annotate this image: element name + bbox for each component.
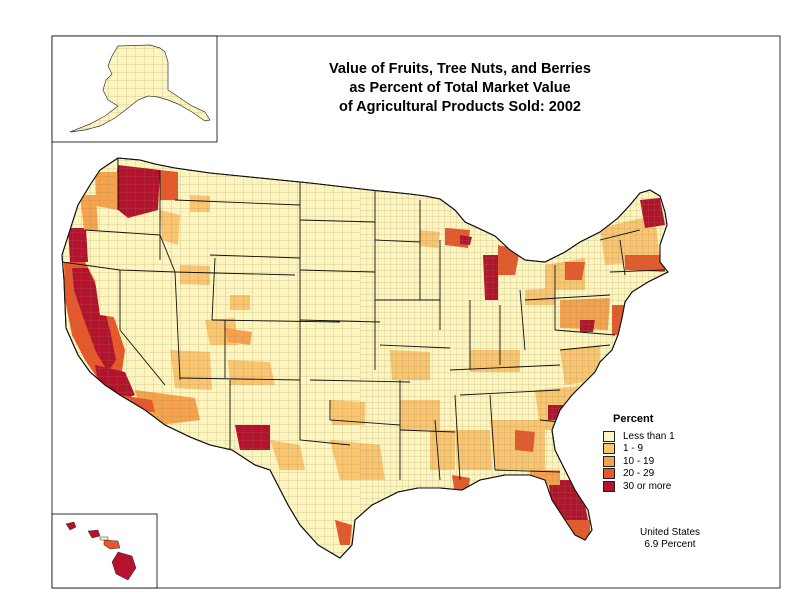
hawaii-oahu bbox=[87, 529, 101, 539]
hawaii-kauai bbox=[65, 521, 77, 531]
legend-item: 30 or more bbox=[603, 480, 713, 493]
legend-item: 10 - 19 bbox=[603, 455, 713, 468]
hawaii-molokai bbox=[99, 536, 109, 541]
legend-item: 20 - 29 bbox=[603, 468, 713, 481]
legend-swatch bbox=[603, 480, 615, 492]
hawaii-inset bbox=[51, 513, 158, 589]
legend-label: 10 - 19 bbox=[623, 455, 655, 467]
title-line-2: as Percent of Total Market Value bbox=[349, 80, 571, 96]
legend-swatch bbox=[603, 468, 615, 480]
legend-label: 1 - 9 bbox=[623, 443, 644, 455]
legend-swatch bbox=[603, 443, 615, 455]
legend-swatch bbox=[603, 430, 615, 442]
legend-swatch bbox=[603, 455, 615, 467]
state-borders bbox=[62, 158, 666, 481]
summary: United States 6.9 Percent bbox=[620, 527, 720, 551]
legend-item: Less than 1 bbox=[603, 430, 713, 443]
legend-title: Percent bbox=[613, 413, 654, 425]
title-line-3: of Agricultural Products Sold: 2002 bbox=[339, 99, 581, 115]
summary-value: 6.9 Percent bbox=[644, 539, 696, 550]
hawaii-maui bbox=[103, 539, 121, 550]
hawaii-big-island bbox=[111, 551, 137, 581]
title-line-1: Value of Fruits, Tree Nuts, and Berries bbox=[329, 61, 591, 77]
summary-region: United States bbox=[639, 527, 701, 538]
legend-item: 1 - 9 bbox=[603, 443, 713, 456]
legend-label: 30 or more bbox=[623, 480, 672, 492]
legend-label: Less than 1 bbox=[623, 430, 675, 442]
legend-label: 20 - 29 bbox=[623, 468, 655, 480]
map-title: Value of Fruits, Tree Nuts, and Berries … bbox=[300, 60, 620, 117]
alaska-inset bbox=[51, 35, 218, 143]
